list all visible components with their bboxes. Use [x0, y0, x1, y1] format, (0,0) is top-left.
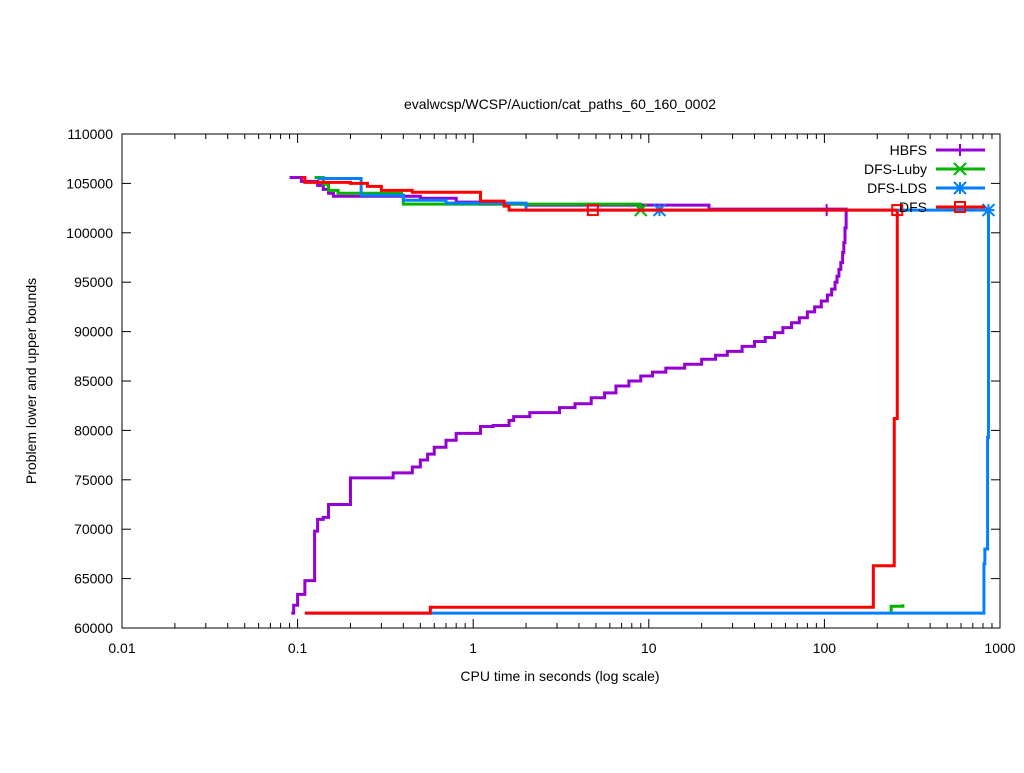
y-tick-label: 70000	[74, 521, 113, 537]
dfs-lds-lower-bound-line	[304, 210, 990, 615]
y-tick-label: 90000	[74, 324, 113, 340]
x-tick-label: 1	[469, 640, 477, 656]
y-tick-label: 75000	[74, 472, 113, 488]
dfs-lds-upper-bound-line	[317, 176, 989, 212]
y-tick-label: 80000	[74, 422, 113, 438]
dfs-marker	[586, 204, 599, 217]
y-tick-label: 85000	[74, 373, 113, 389]
y-tick-label: 100000	[66, 225, 113, 241]
legend: HBFS DFS-Luby DFS-LDS DFS	[864, 142, 985, 215]
series-dfs	[301, 175, 904, 615]
x-tick-label: 10	[641, 640, 657, 656]
series-hbfs	[289, 175, 848, 615]
legend-marker-dfs-lds	[953, 181, 967, 195]
y-tick-label: 65000	[74, 571, 113, 587]
legend-label-hbfs: HBFS	[890, 142, 927, 158]
legend-marker-hbfs	[954, 144, 966, 156]
y-tick-label: 95000	[74, 274, 113, 290]
legend-marker-dfs-luby	[953, 162, 967, 176]
dfs-luby-lower-bound-line	[889, 604, 905, 613]
dfs-lds-marker	[981, 203, 996, 217]
y-tick-label: 105000	[66, 175, 113, 191]
y-tick-label: 110000	[67, 126, 113, 142]
dfs-lower-bound-line	[304, 210, 899, 615]
dfs-luby-upper-bound-line	[314, 175, 643, 211]
legend-marker-dfs	[954, 201, 966, 213]
hbfs-lower-bound-line	[291, 210, 848, 615]
legend-label-dfs: DFS	[899, 199, 927, 215]
x-tick-label: 100	[813, 640, 837, 656]
y-axis-label: Problem lower and upper bounds	[23, 278, 39, 484]
dfs-marker	[891, 204, 904, 217]
x-tick-label: 0.1	[288, 640, 308, 656]
legend-label-dfs-lds: DFS-LDS	[867, 180, 927, 196]
x-tick-label: 0.01	[108, 640, 135, 656]
dfs-upper-bound-line	[301, 175, 898, 212]
plot-frame	[121, 133, 1001, 629]
x-axis-label: CPU time in seconds (log scale)	[460, 668, 659, 684]
legend-label-dfs-luby: DFS-Luby	[864, 161, 927, 177]
y-tick-label: 60000	[74, 620, 113, 636]
series-dfs-lds	[304, 176, 996, 615]
chart-title: evalwcsp/WCSP/Auction/cat_paths_60_160_0…	[404, 96, 716, 112]
x-tick-label: 1000	[984, 640, 1015, 656]
